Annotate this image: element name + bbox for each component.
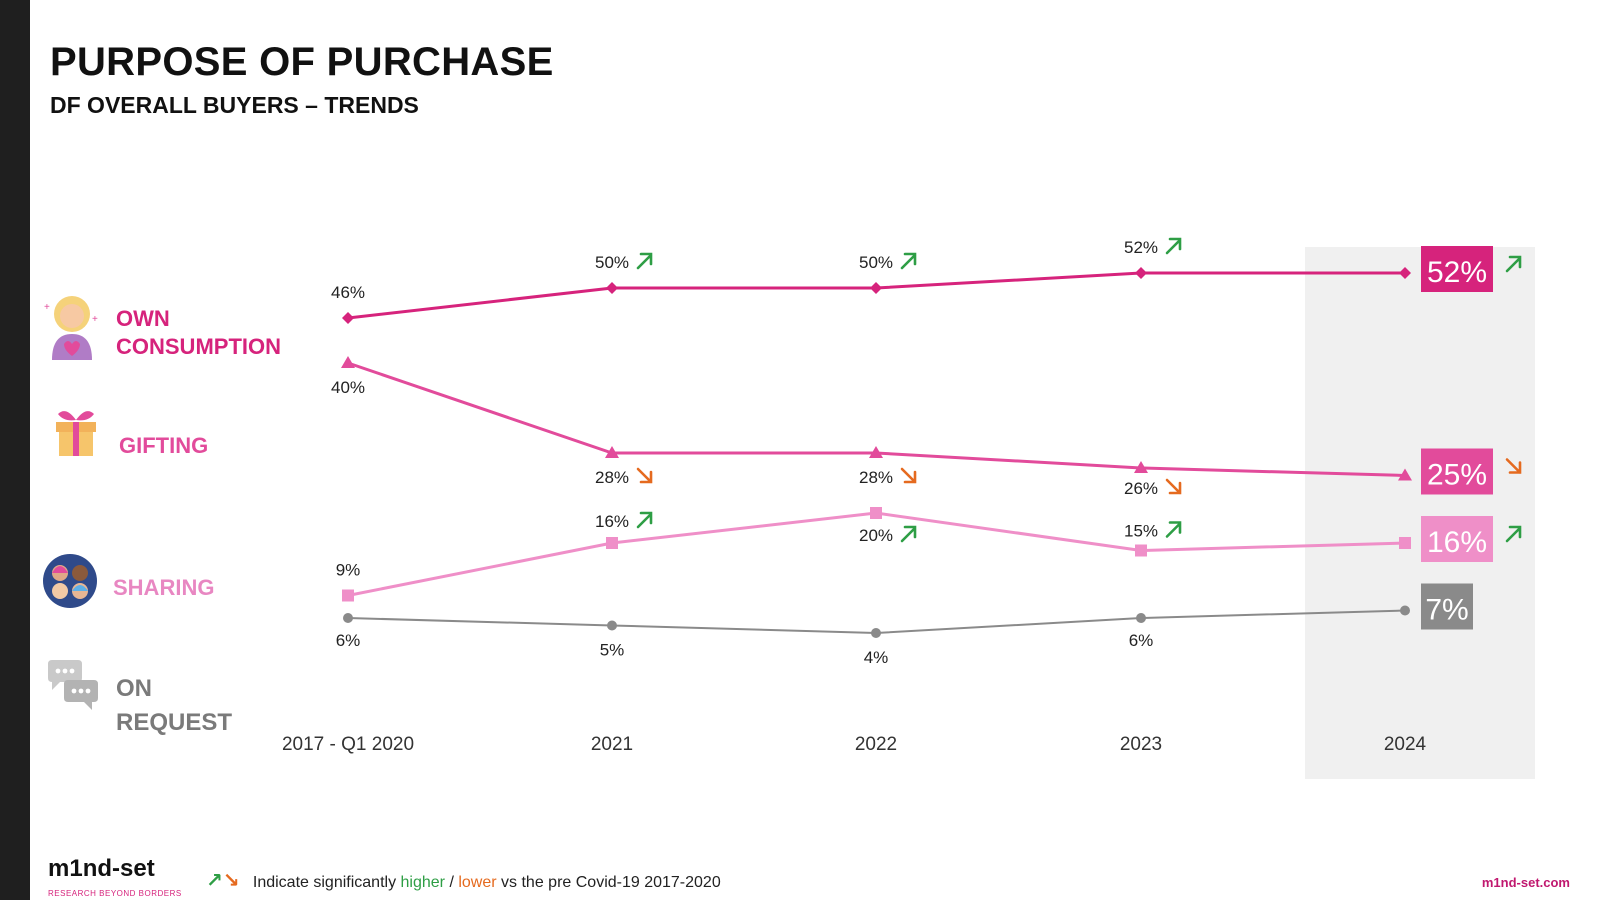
- value-box-gifting: [1421, 448, 1493, 495]
- trend-arrow-up-icon: [636, 252, 653, 270]
- series-line-gifting: [347, 361, 1406, 477]
- data-point-own: [870, 282, 882, 294]
- x-tick-label: 2022: [855, 734, 897, 755]
- trend-arrow-up-icon: [636, 511, 653, 529]
- data-point-gifting: [869, 446, 883, 458]
- page-title: PURPOSE OF PURCHASE: [50, 40, 554, 84]
- data-point-on_request: [1400, 605, 1410, 616]
- value-box-own: [1421, 246, 1493, 292]
- legend-lower: lower: [458, 874, 497, 891]
- data-point-gifting: [1398, 468, 1412, 481]
- footer-url: m1nd-set.com: [1481, 875, 1570, 890]
- data-point-sharing: [1399, 537, 1411, 549]
- value-box-on_request: [1421, 583, 1473, 630]
- trend-arrow-up-icon: [1505, 525, 1522, 543]
- data-point-own: [1399, 267, 1411, 279]
- trend-arrow-up-icon: [900, 525, 917, 543]
- legend-higher: higher: [400, 874, 445, 891]
- data-point-own: [606, 282, 618, 294]
- data-point-sharing: [342, 589, 354, 602]
- data-point-on_request: [343, 613, 353, 623]
- trend-arrow-up-icon: [1165, 521, 1182, 538]
- data-point-gifting: [1134, 461, 1148, 473]
- x-tick-label: 2024: [1384, 734, 1427, 755]
- data-label-own: 46%: [331, 283, 365, 302]
- gift-icon: [56, 411, 96, 456]
- data-label-gifting: 28%: [595, 468, 629, 487]
- trend-arrow-up-icon: [900, 252, 917, 270]
- legend-separator: /: [445, 874, 459, 891]
- data-label-gifting: 40%: [331, 378, 365, 397]
- chat-bubbles-icon: [48, 660, 98, 710]
- x-tick-label: 2023: [1120, 734, 1162, 755]
- data-label-on_request: 7%: [1425, 594, 1468, 627]
- arrow-up-icon: ↗: [206, 870, 223, 892]
- data-label-own: 50%: [859, 253, 893, 272]
- series-label-gifting: GIFTING: [119, 433, 209, 458]
- group-people-icon: [43, 554, 97, 608]
- logo-text: m1nd-set: [48, 855, 155, 882]
- trend-arrow-down-icon: [1505, 458, 1522, 474]
- logo-tagline: RESEARCH BEYOND BORDERS: [48, 889, 182, 898]
- x-tick-label: 2021: [591, 734, 633, 755]
- x-tick-label: 2017 - Q1 2020: [282, 734, 414, 755]
- highlight-column-bg: [1305, 247, 1535, 779]
- data-point-on_request: [1136, 613, 1146, 623]
- data-point-own: [1135, 267, 1147, 279]
- data-point-on_request: [607, 620, 617, 631]
- arrow-down-icon: ↘: [222, 870, 240, 892]
- trend-arrow-up-icon: [1505, 255, 1522, 273]
- data-label-on_request: 6%: [336, 631, 361, 650]
- data-point-gifting: [341, 356, 355, 368]
- data-label-sharing: 20%: [859, 526, 893, 545]
- data-label-gifting: 28%: [859, 468, 893, 487]
- left-edge-bar: [0, 0, 30, 900]
- data-label-gifting: 25%: [1427, 459, 1487, 492]
- data-point-on_request: [871, 628, 881, 638]
- mindset-logo: m1nd-set RESEARCH BEYOND BORDERS: [48, 855, 182, 905]
- data-point-own: [342, 312, 354, 324]
- data-label-on_request: 6%: [1129, 631, 1154, 650]
- woman-heart-icon: + +: [44, 296, 98, 360]
- series-label-on-request: ON REQUEST: [116, 675, 233, 736]
- series-label-own-consumption: OWN CONSUMPTION: [116, 306, 281, 359]
- trend-arrow-down-icon: [636, 467, 653, 484]
- data-label-on_request: 4%: [864, 648, 889, 667]
- data-point-sharing: [606, 537, 618, 549]
- value-box-sharing: [1421, 516, 1493, 562]
- trend-arrow-up-icon: [1165, 237, 1182, 255]
- data-label-sharing: 16%: [595, 512, 629, 531]
- data-point-gifting: [605, 446, 619, 458]
- significance-legend: ↗↘ Indicate significantly higher / lower…: [206, 868, 721, 893]
- page-subtitle: DF OVERALL BUYERS – TRENDS: [50, 92, 419, 118]
- legend-suffix: vs the pre Covid-19 2017-2020: [501, 874, 721, 891]
- data-label-on_request: 5%: [600, 641, 625, 660]
- data-label-sharing: 15%: [1124, 522, 1158, 541]
- data-label-own: 52%: [1427, 256, 1487, 289]
- data-label-gifting: 26%: [1124, 479, 1158, 498]
- data-label-sharing: 9%: [336, 561, 361, 580]
- trend-arrow-down-icon: [1165, 478, 1182, 495]
- data-label-own: 52%: [1124, 238, 1158, 257]
- data-point-sharing: [1135, 544, 1147, 557]
- data-label-own: 50%: [595, 253, 629, 272]
- legend-prefix: Indicate significantly: [252, 874, 397, 891]
- svg-text:+: +: [92, 314, 98, 325]
- svg-text:+: +: [44, 302, 50, 313]
- series-label-sharing: SHARING: [113, 575, 215, 600]
- series-line-own: [347, 271, 1405, 320]
- data-label-sharing: 16%: [1427, 526, 1487, 559]
- trend-arrow-down-icon: [900, 467, 917, 484]
- data-point-sharing: [870, 507, 882, 519]
